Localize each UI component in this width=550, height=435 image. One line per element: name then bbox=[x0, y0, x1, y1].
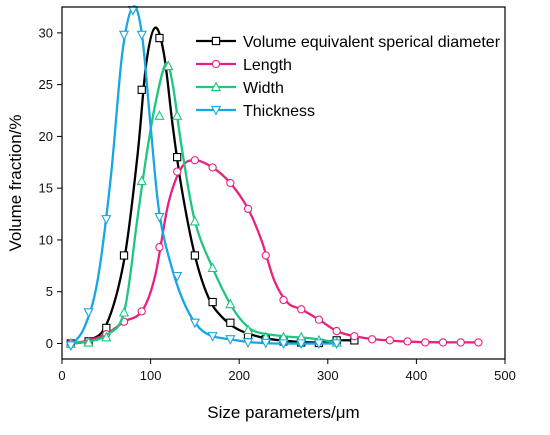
legend-item-width: Width bbox=[196, 80, 284, 97]
x-axis-title: Size parameters/μm bbox=[207, 403, 359, 422]
data-point-circle bbox=[261, 251, 270, 260]
data-point-triangle bbox=[225, 298, 236, 309]
data-point-triangle bbox=[172, 110, 183, 120]
data-point-triangle-down bbox=[83, 308, 94, 318]
series-3 bbox=[65, 5, 342, 352]
data-point-circle bbox=[211, 59, 221, 69]
x-tick-label: 0 bbox=[58, 368, 65, 383]
y-tick-label: 5 bbox=[46, 284, 53, 299]
series-layer bbox=[65, 5, 483, 352]
data-point-circle bbox=[314, 315, 324, 324]
data-point-triangle-down bbox=[260, 338, 271, 349]
data-point-circle bbox=[456, 338, 465, 347]
data-point-circle bbox=[226, 178, 235, 188]
x-tick-label: 300 bbox=[317, 368, 339, 383]
series-line bbox=[70, 26, 355, 345]
y-tick-label: 0 bbox=[46, 336, 53, 351]
x-tick-label: 500 bbox=[494, 368, 516, 383]
y-axis-title: Volume fraction/% bbox=[6, 114, 25, 251]
legend-label: Width bbox=[243, 80, 284, 97]
data-point-square bbox=[173, 152, 182, 162]
data-point-triangle-down bbox=[278, 339, 289, 350]
data-point-triangle-down bbox=[65, 341, 76, 352]
data-point-triangle-down bbox=[210, 105, 222, 116]
x-tick-label: 400 bbox=[406, 368, 428, 383]
y-tick-label: 25 bbox=[39, 77, 53, 92]
data-point-circle bbox=[332, 326, 341, 336]
data-point-circle bbox=[403, 337, 412, 346]
ticks-layer: 0 100 200 300 400 500 0 5 10 15 20 25 30 bbox=[39, 25, 516, 383]
data-point-triangle-down bbox=[207, 332, 218, 342]
data-point-circle bbox=[297, 305, 306, 314]
y-tick-label: 15 bbox=[39, 181, 53, 196]
data-point-square bbox=[211, 36, 221, 46]
data-point-circle bbox=[208, 163, 217, 172]
x-tick-label: 100 bbox=[140, 368, 162, 383]
data-point-circle bbox=[367, 335, 377, 344]
data-point-square bbox=[226, 318, 235, 327]
legend-label: Volume equivalent sperical diameter bbox=[243, 34, 501, 51]
data-point-circle bbox=[173, 167, 182, 176]
series-1 bbox=[66, 156, 483, 348]
data-point-circle bbox=[243, 204, 253, 214]
data-point-triangle-down bbox=[154, 213, 165, 223]
legend-item-thickness: Thickness bbox=[196, 103, 315, 120]
data-point-square bbox=[155, 33, 164, 43]
data-point-triangle-down bbox=[101, 215, 112, 225]
data-point-triangle bbox=[189, 215, 201, 226]
data-point-triangle bbox=[163, 60, 174, 71]
legend-item-volume-equivalent: Volume equivalent sperical diameter bbox=[196, 34, 501, 51]
y-tick-label: 10 bbox=[39, 232, 53, 247]
data-point-triangle-down bbox=[331, 339, 342, 350]
data-point-circle bbox=[350, 332, 359, 341]
data-point-triangle bbox=[101, 331, 112, 342]
data-point-triangle bbox=[83, 336, 94, 347]
data-point-triangle bbox=[207, 262, 218, 273]
data-point-triangle-down bbox=[242, 338, 254, 349]
data-point-triangle bbox=[154, 110, 165, 120]
data-point-circle bbox=[474, 338, 483, 347]
data-point-triangle-down bbox=[136, 30, 147, 41]
data-point-triangle bbox=[242, 324, 254, 335]
legend-label: Thickness bbox=[243, 103, 315, 120]
data-point-triangle bbox=[136, 175, 147, 186]
data-point-triangle-down bbox=[118, 30, 130, 41]
data-point-circle bbox=[421, 338, 430, 347]
data-point-circle bbox=[438, 338, 448, 347]
y-tick-label: 20 bbox=[39, 129, 53, 144]
data-point-circle bbox=[190, 156, 200, 165]
data-point-square bbox=[119, 251, 129, 260]
data-point-triangle-down bbox=[296, 339, 307, 350]
data-point-circle bbox=[137, 307, 146, 316]
data-point-circle bbox=[385, 336, 394, 345]
data-point-triangle-down bbox=[225, 335, 236, 345]
data-point-triangle-down bbox=[172, 272, 183, 282]
legend-item-length: Length bbox=[196, 57, 292, 74]
plot-frame bbox=[61, 6, 506, 360]
data-point-square bbox=[190, 251, 200, 260]
series-0 bbox=[66, 26, 359, 348]
data-point-triangle bbox=[210, 81, 222, 92]
data-point-triangle-down bbox=[189, 318, 201, 329]
series-line bbox=[69, 5, 337, 347]
data-point-circle bbox=[155, 243, 164, 252]
series-line bbox=[70, 159, 479, 345]
data-point-square bbox=[208, 297, 217, 307]
data-point-triangle-down bbox=[313, 339, 325, 350]
data-point-square bbox=[137, 85, 146, 94]
data-point-triangle bbox=[118, 306, 130, 317]
legend-label: Length bbox=[243, 57, 292, 74]
x-tick-label: 200 bbox=[228, 368, 250, 383]
y-tick-label: 30 bbox=[39, 25, 53, 40]
data-point-circle bbox=[279, 295, 288, 305]
legend: Volume equivalent sperical diameter Leng… bbox=[196, 34, 501, 120]
